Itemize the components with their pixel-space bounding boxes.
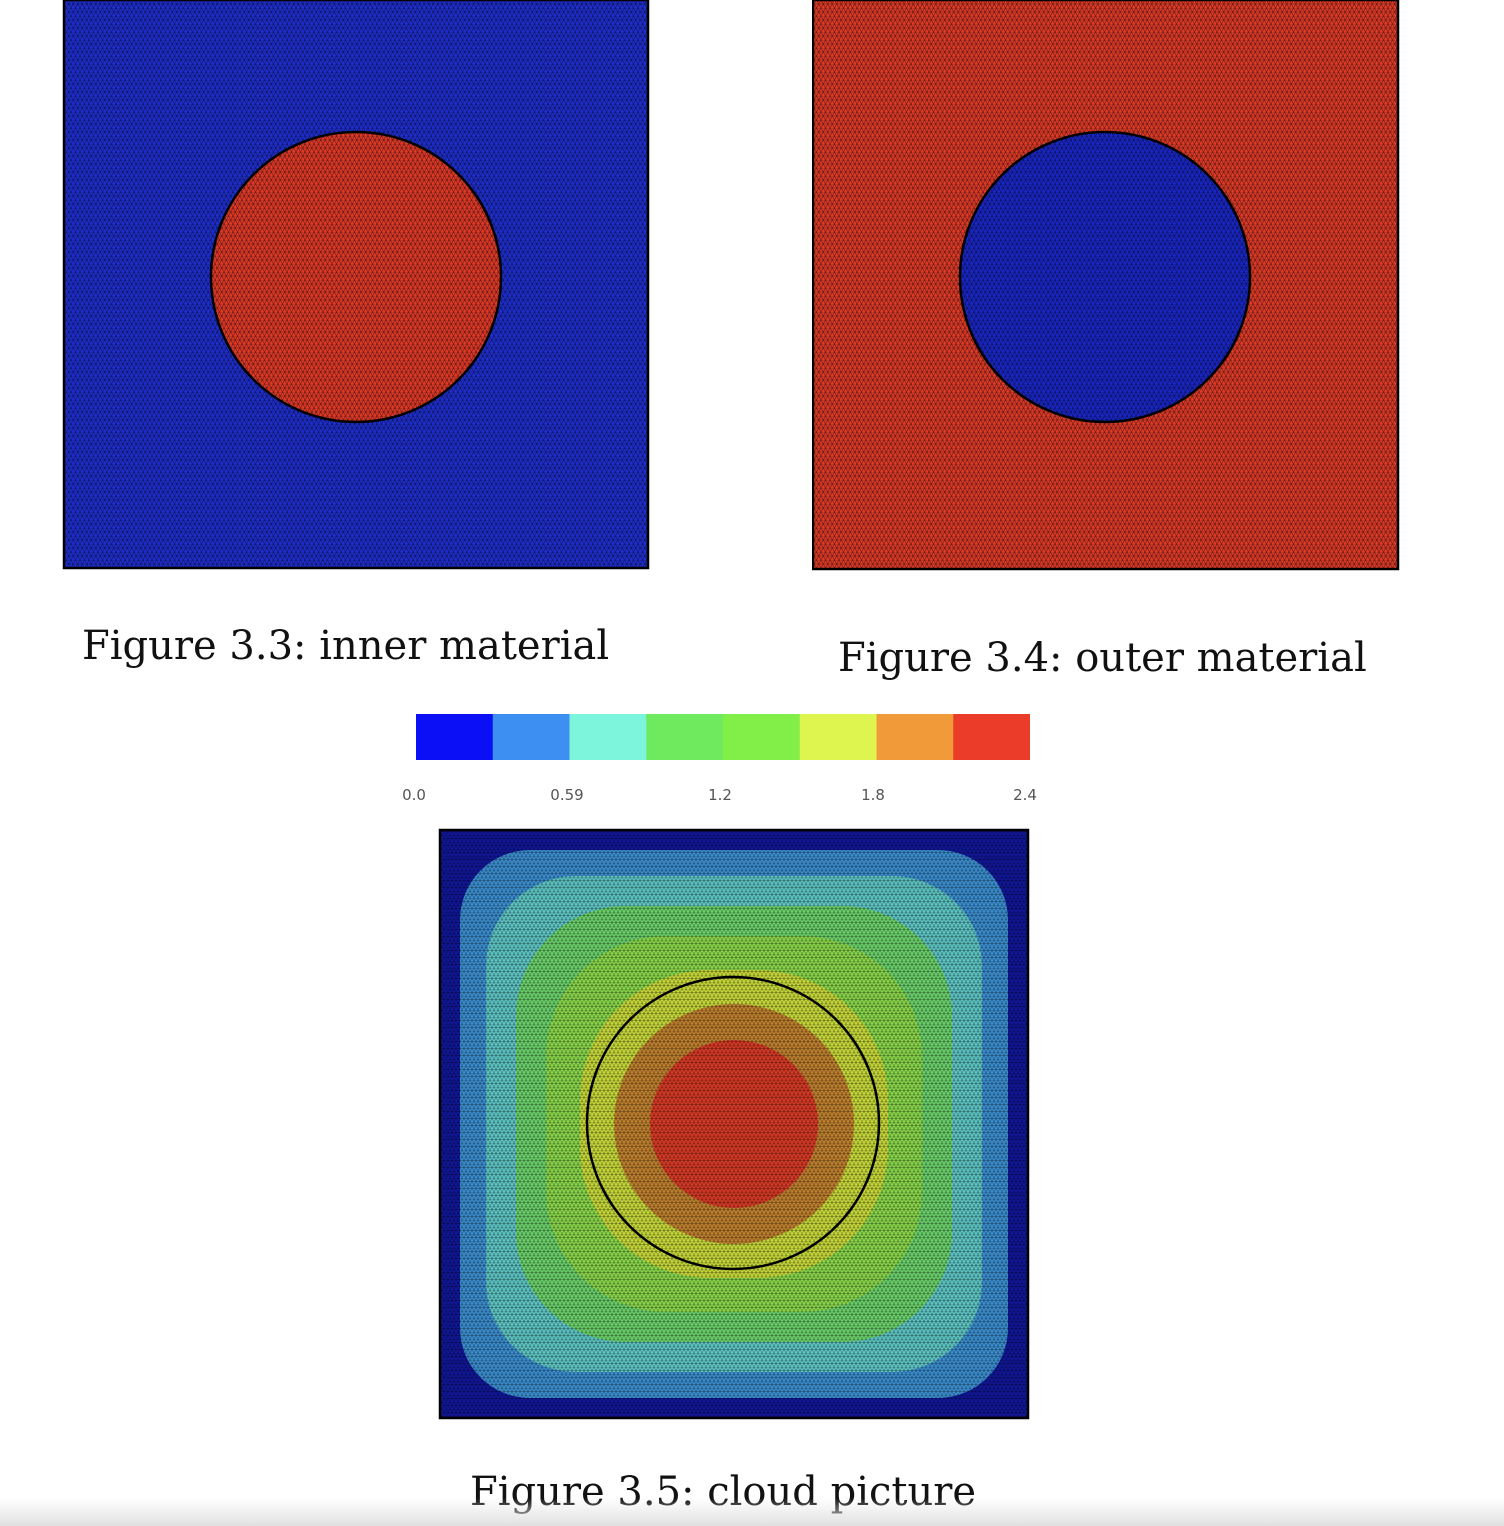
colorbar-swatch <box>569 714 647 760</box>
colorbar-swatch <box>646 714 724 760</box>
colorbar-swatch <box>876 714 954 760</box>
colorbar-tick-label: 0.0 <box>402 786 426 804</box>
colorbar <box>416 714 1030 760</box>
colorbar-swatch <box>416 714 494 760</box>
colorbar-tick-label: 1.2 <box>708 786 732 804</box>
colorbar-swatch <box>723 714 801 760</box>
material-interface <box>585 975 881 1271</box>
colorbar-swatch <box>492 714 570 760</box>
figure-3-4-mesh <box>812 0 1400 571</box>
figure-3-4-caption: Figure 3.4: outer material <box>838 635 1367 681</box>
figure-3-3-mesh <box>62 0 650 570</box>
colorbar-tick-label: 0.59 <box>550 786 584 804</box>
figure-3-3-caption: Figure 3.3: inner material <box>82 623 610 669</box>
colorbar-tick-label: 2.4 <box>1013 786 1037 804</box>
colorbar-tick-label: 1.8 <box>861 786 885 804</box>
colorbar-swatch <box>799 714 877 760</box>
colorbar-swatch <box>953 714 1030 760</box>
figure-3-5-contour <box>438 828 1030 1420</box>
bottom-edge-shadow <box>0 1498 1504 1526</box>
